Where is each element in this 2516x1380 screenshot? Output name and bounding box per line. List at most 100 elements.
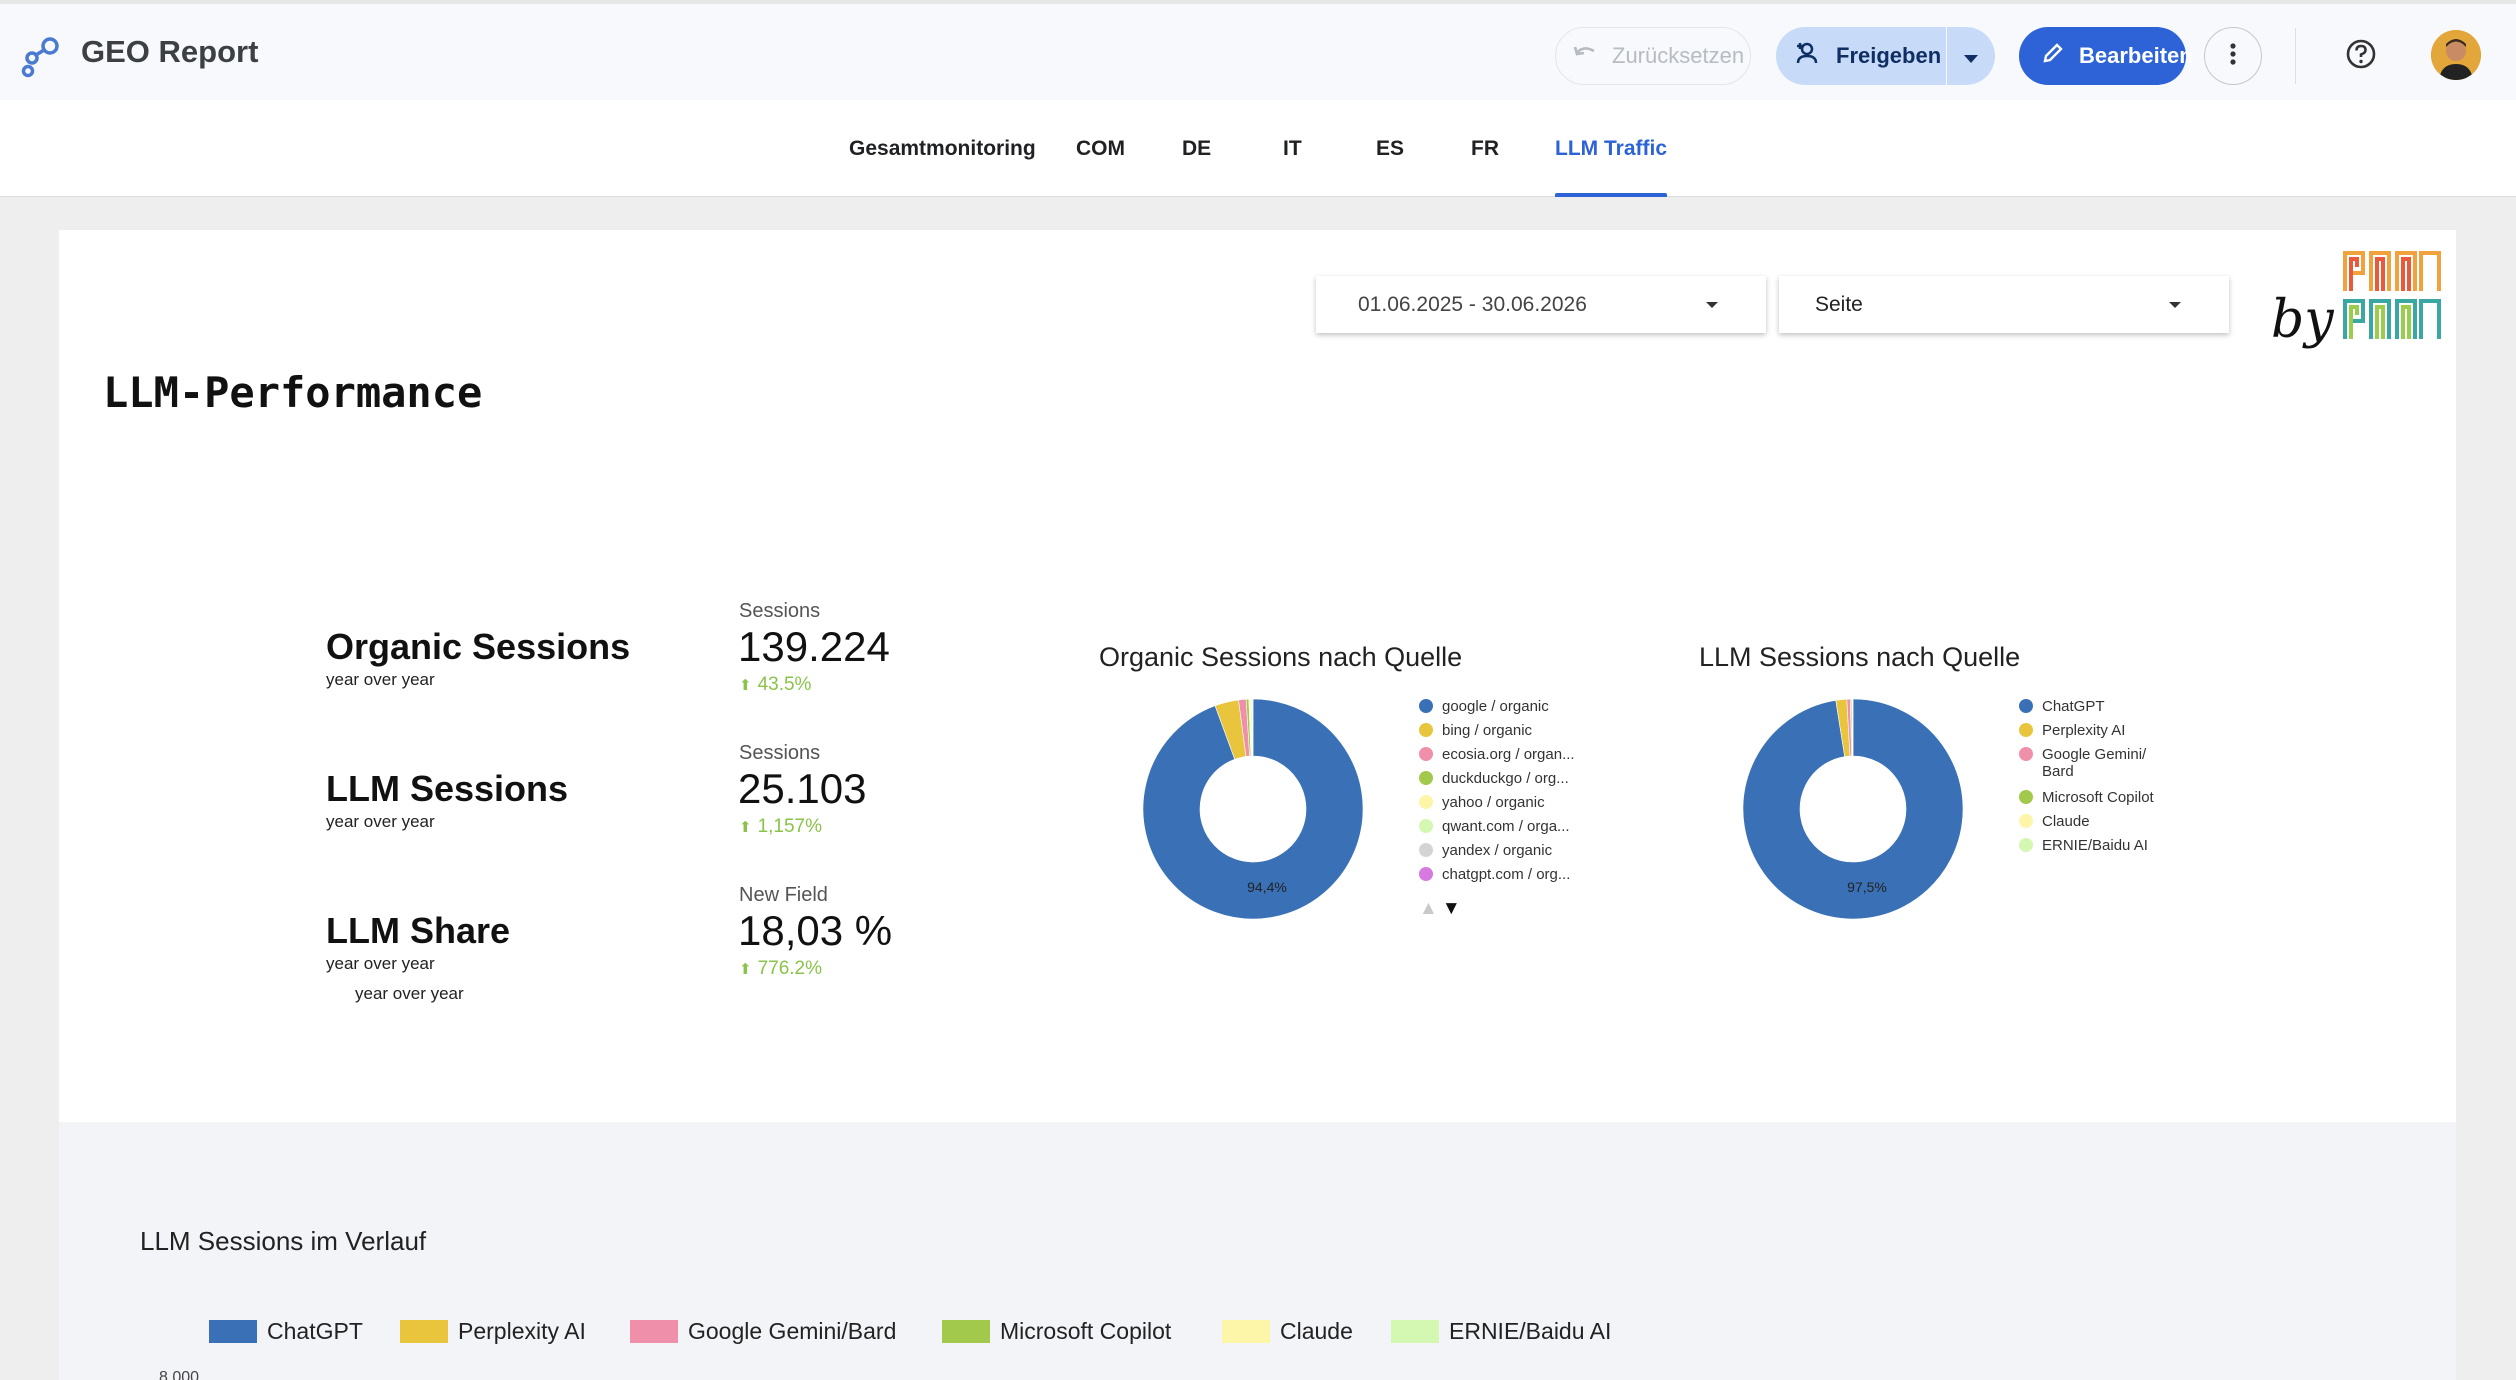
legend-item-yahoo-organic[interactable]: yahoo / organic [1419,794,1545,811]
kpi-organic-sessions-delta: ⬆ 43.5% [739,674,812,695]
legend-label: Microsoft Copilot [2042,789,2154,806]
slice-chatgpt[interactable] [1742,698,1964,920]
tab-llm-traffic[interactable]: LLM Traffic [1555,100,1668,197]
legend-item-claude[interactable]: Claude [1222,1318,1353,1345]
legend-item-claude[interactable]: Claude [2019,813,2090,830]
caret-down-icon [1706,302,1718,308]
arrow-up-icon: ⬆ [739,961,752,978]
legend-swatch [400,1320,448,1343]
page-filter-value: Seite [1815,292,1863,316]
legend-item-ecosia-org-organ[interactable]: ecosia.org / organ... [1419,746,1575,763]
kpi-llm-sessions-metric: Sessions [739,742,821,764]
tab-de[interactable]: DE [1182,136,1212,160]
legend-label: ChatGPT [2042,698,2105,715]
slice-google-organic[interactable] [1142,698,1364,920]
legend-swatch [1419,747,1433,761]
share-dropdown-button[interactable] [1947,43,1995,69]
legend-swatch [942,1320,990,1343]
report-canvas: 01.06.2025 - 30.06.2026 Seite by [59,230,2456,1380]
legend-item-chatgpt-com-org[interactable]: chatgpt.com / org... [1419,866,1570,883]
kpi-llm-sessions-delta: ⬆ 1,157% [739,816,823,837]
legend-label: Claude [1280,1318,1353,1344]
user-avatar[interactable] [2431,30,2481,80]
legend-item-perplexity-ai[interactable]: Perplexity AI [400,1318,586,1345]
more-vert-icon [2230,42,2236,70]
tab-fr[interactable]: FR [1471,136,1499,160]
pager-down-icon[interactable]: ▼ [1441,898,1461,919]
legend-item-ernie-baidu-ai[interactable]: ERNIE/Baidu AI [2019,837,2148,854]
legend-item-bing-organic[interactable]: bing / organic [1419,722,1532,739]
more-options-button[interactable] [2204,27,2262,85]
legend-label: Google Gemini/Bard [688,1318,897,1344]
date-range-picker[interactable]: 01.06.2025 - 30.06.2026 [1316,276,1766,333]
help-button[interactable] [2333,31,2389,81]
arrow-up-icon: ⬆ [739,677,752,694]
legend-label: ERNIE/Baidu AI [2042,837,2148,854]
kpi-llm-share-delta: ⬆ 776.2% [739,958,823,979]
legend-swatch [1419,699,1433,713]
legend-label: qwant.com / orga... [1442,818,1570,835]
top-bar: GEO Report Zurücksetzen Freigeben Bearbe… [0,0,2516,100]
share-button[interactable]: Freigeben [1776,27,1946,85]
legend-item-ernie-baidu-ai[interactable]: ERNIE/Baidu AI [1391,1318,1611,1345]
legend-item-google-gemini-bard[interactable]: Google Gemini/ Bard [2019,746,2146,780]
legend-item-google-gemini-bard[interactable]: Google Gemini/Bard [630,1318,896,1345]
legend-item-google-organic[interactable]: google / organic [1419,698,1549,715]
llm-sessions-donut-chart[interactable]: 97,5% [1742,698,1964,920]
page-filter-dropdown[interactable]: Seite [1779,276,2229,333]
kpi-llm-share-sub: year over year [326,954,435,973]
legend-pager[interactable]: ▲ ▼ [1419,898,1461,920]
edit-button[interactable]: Bearbeiten [2019,27,2193,85]
legend-swatch [2019,790,2033,804]
legend-swatch [1419,771,1433,785]
kpi-llm-share-value: 18,03 % [738,907,893,954]
legend-label: google / organic [1442,698,1549,715]
page-title: LLM-Performance [103,368,483,417]
organic-sessions-donut-chart[interactable]: 94,4% [1142,698,1364,920]
caret-down-icon [1964,43,1978,69]
share-label: Freigeben [1836,43,1942,68]
chart-title-llm-timeseries: LLM Sessions im Verlauf [140,1226,427,1256]
reset-button[interactable]: Zurücksetzen [1555,27,1751,85]
kpi-llm-share-metric: New Field [739,884,828,906]
legend-item-yandex-organic[interactable]: yandex / organic [1419,842,1552,859]
panpan-logo [2341,247,2441,345]
legend-swatch [2019,723,2033,737]
legend-item-qwant-com-orga[interactable]: qwant.com / orga... [1419,818,1570,835]
legend-swatch [1419,819,1433,833]
slice-chatgpt-com-org[interactable] [1252,698,1254,757]
kpi-llm-sessions-value: 25.103 [738,765,867,812]
legend-swatch [2019,747,2033,761]
legend-swatch [630,1320,678,1343]
chart-title-organic: Organic Sessions nach Quelle [1099,642,1463,672]
tab-it[interactable]: IT [1283,136,1302,160]
tab-com[interactable]: COM [1076,136,1125,160]
organic-sessions-legend: google / organic bing / organic ecosia.org… [1419,698,1619,883]
legend-label: Perplexity AI [2042,722,2126,739]
kpi-llm-share-sub-2: year over year [355,984,464,1003]
legend-label: Claude [2042,813,2090,830]
looker-studio-logo-icon[interactable] [20,36,62,78]
legend-item-chatgpt[interactable]: ChatGPT [2019,698,2105,715]
legend-label: Perplexity AI [458,1318,586,1344]
report-title[interactable]: GEO Report [81,34,259,69]
legend-label: yandex / organic [1442,842,1553,859]
legend-item-microsoft-copilot[interactable]: Microsoft Copilot [2019,789,2154,806]
legend-label: duckduckgo / org... [1442,770,1569,787]
legend-item-microsoft-copilot[interactable]: Microsoft Copilot [942,1318,1171,1345]
pager-up-icon[interactable]: ▲ [1419,898,1438,919]
legend-swatch [1222,1320,1270,1343]
kpi-organic-sessions-label: Organic Sessions [326,626,631,667]
slice-ernie-baidu-ai[interactable] [1852,698,1854,757]
kpi-llm-share-label: LLM Share [326,910,511,951]
tab-gesamtmonitoring[interactable]: Gesamtmonitoring [849,136,1036,160]
date-range-value: 01.06.2025 - 30.06.2026 [1358,292,1587,316]
legend-item-chatgpt[interactable]: ChatGPT [209,1318,363,1345]
kpi-llm-sessions-label: LLM Sessions [326,768,569,809]
y-axis-tick: 8.000 [159,1369,200,1380]
legend-item-perplexity-ai[interactable]: Perplexity AI [2019,722,2125,739]
legend-item-duckduckgo-org[interactable]: duckduckgo / org... [1419,770,1569,787]
toolbar-divider [2295,28,2296,84]
legend-swatch [2019,814,2033,828]
tab-es[interactable]: ES [1376,136,1405,160]
